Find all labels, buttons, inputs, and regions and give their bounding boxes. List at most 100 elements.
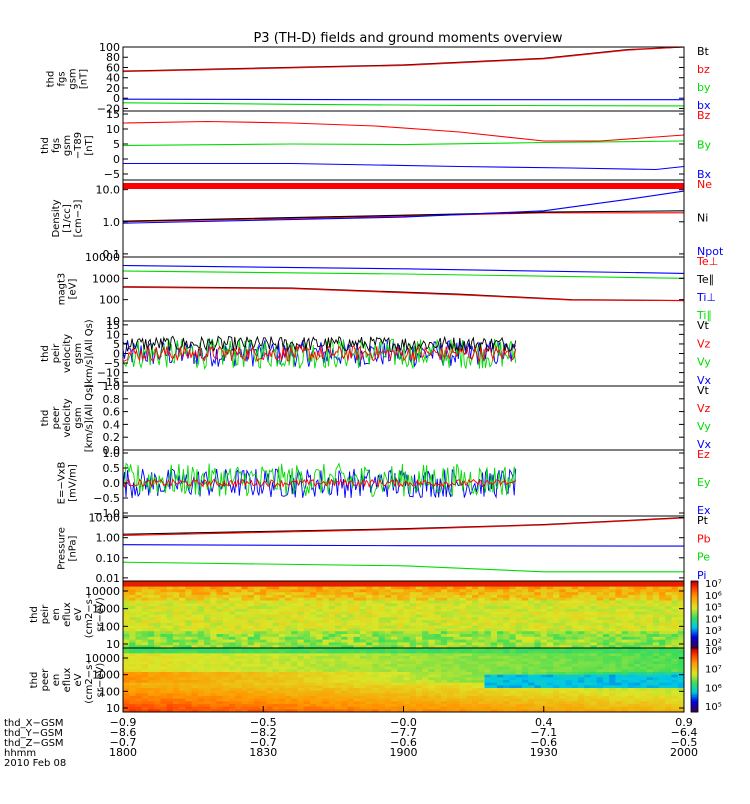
spectrogram-cell [278,653,286,657]
spectrogram-cell [135,592,143,596]
spectrogram-cell [310,583,317,587]
spectrogram-cell [627,611,635,615]
spectrogram-cell [310,658,317,662]
spectrogram-cell [341,664,348,668]
spectrogram-cell [559,620,566,624]
spectrogram-cell [652,608,660,613]
spectrogram-cell [291,677,298,681]
spectrogram-cell [422,614,429,618]
spectrogram-cell [397,656,404,660]
spectrogram-cell [590,666,598,670]
spectrogram-cell [160,620,168,624]
spectrogram-cell [123,677,130,681]
spectrogram-cell [291,594,298,599]
spectrogram-cell [135,617,143,621]
spectrogram-cell [359,583,367,587]
spectrogram-cell [228,650,236,654]
spectrogram-cell [634,636,641,641]
spectrogram-cell [440,680,448,684]
spectrogram-cell [210,709,217,713]
spectrogram-cell [154,597,161,601]
spectrogram-cell [652,682,660,686]
spectrogram-cell [291,620,298,624]
spectrogram-cell [434,680,442,684]
spectrogram-cell [123,664,130,668]
spectrogram-cell [247,680,255,684]
spectrogram-cell [197,701,205,705]
spectrogram-cell [141,690,149,694]
spectrogram-cell [609,611,616,615]
spectrogram-cell [578,583,585,587]
spectrogram-cell [646,698,654,702]
spectrogram-cell [391,620,398,624]
spectrogram-cell [553,688,560,692]
spectrogram-cell [615,645,623,649]
spectrogram-cell [509,625,517,629]
spectrogram-cell [316,634,323,638]
legend-entry: Pi [697,569,706,582]
spectrogram-cell [316,628,323,632]
spectrogram-cell [278,614,286,618]
spectrogram-cell [428,688,436,692]
spectrogram-cell [366,617,373,621]
spectrogram-cell [652,696,660,700]
spectrogram-cell [503,672,510,676]
spectrogram-cell [303,603,311,607]
spectrogram-cell [372,645,379,649]
spectrogram-cell [671,617,679,621]
spectrogram-cell [366,685,373,689]
spectrogram-cell [160,611,168,615]
spectrogram-cell [478,645,485,649]
spectrogram-cell [497,581,504,585]
spectrogram-cell [328,704,336,708]
spectrogram-cell [210,594,217,599]
spectrogram-cell [334,672,342,676]
spectrogram-cell [528,661,535,665]
series-bz [122,46,685,73]
spectrogram-cell [515,583,523,587]
spectrogram-cell [185,636,192,641]
spectrogram-cell [397,581,404,585]
spectrogram-cell [447,688,454,692]
spectrogram-cell [609,597,616,601]
spectrogram-cell [671,664,679,668]
spectrogram-cell [397,628,404,632]
spectrogram-cell [440,682,448,686]
y-tick-label: 10 [106,123,120,136]
spectrogram-cell [409,622,417,627]
spectrogram-cell [403,642,411,646]
spectrogram-cell [578,639,585,643]
spectrogram-cell [677,672,685,676]
spectrogram-cell [179,606,186,610]
spectrogram-cell [166,586,174,590]
spectrogram-cell [179,680,186,684]
spectrogram-cell [646,608,654,613]
spectrogram-cell [285,622,292,627]
spectrogram-cell [135,709,143,713]
spectrogram-cell [497,674,504,678]
spectrogram-cell [602,634,610,638]
spectrogram [123,581,685,649]
spectrogram-cell [521,658,529,662]
spectrogram-cell [216,614,224,618]
spectrogram-cell [366,636,373,641]
spectrogram-cell [521,634,529,638]
spectrogram-cell [646,666,654,670]
spectrogram-cell [659,603,666,607]
spectrogram-cell [652,690,660,694]
spectrogram-cell [459,594,467,599]
spectrogram-cell [472,685,479,689]
spectrogram-cell [528,600,535,604]
spectrogram-cell [228,622,236,627]
spectrogram-cell [222,625,230,629]
spectrogram-cell [322,594,330,599]
spectrogram-cell [602,706,610,710]
spectrogram-cell [272,674,280,678]
spectrogram-cell [609,672,616,676]
y-axis-label: [km/s](All Qs) [84,319,95,387]
spectrogram-cell [328,597,336,601]
spectrogram-cell [565,661,573,665]
spectrogram-cell [391,648,398,652]
spectrogram-cell [484,611,492,615]
